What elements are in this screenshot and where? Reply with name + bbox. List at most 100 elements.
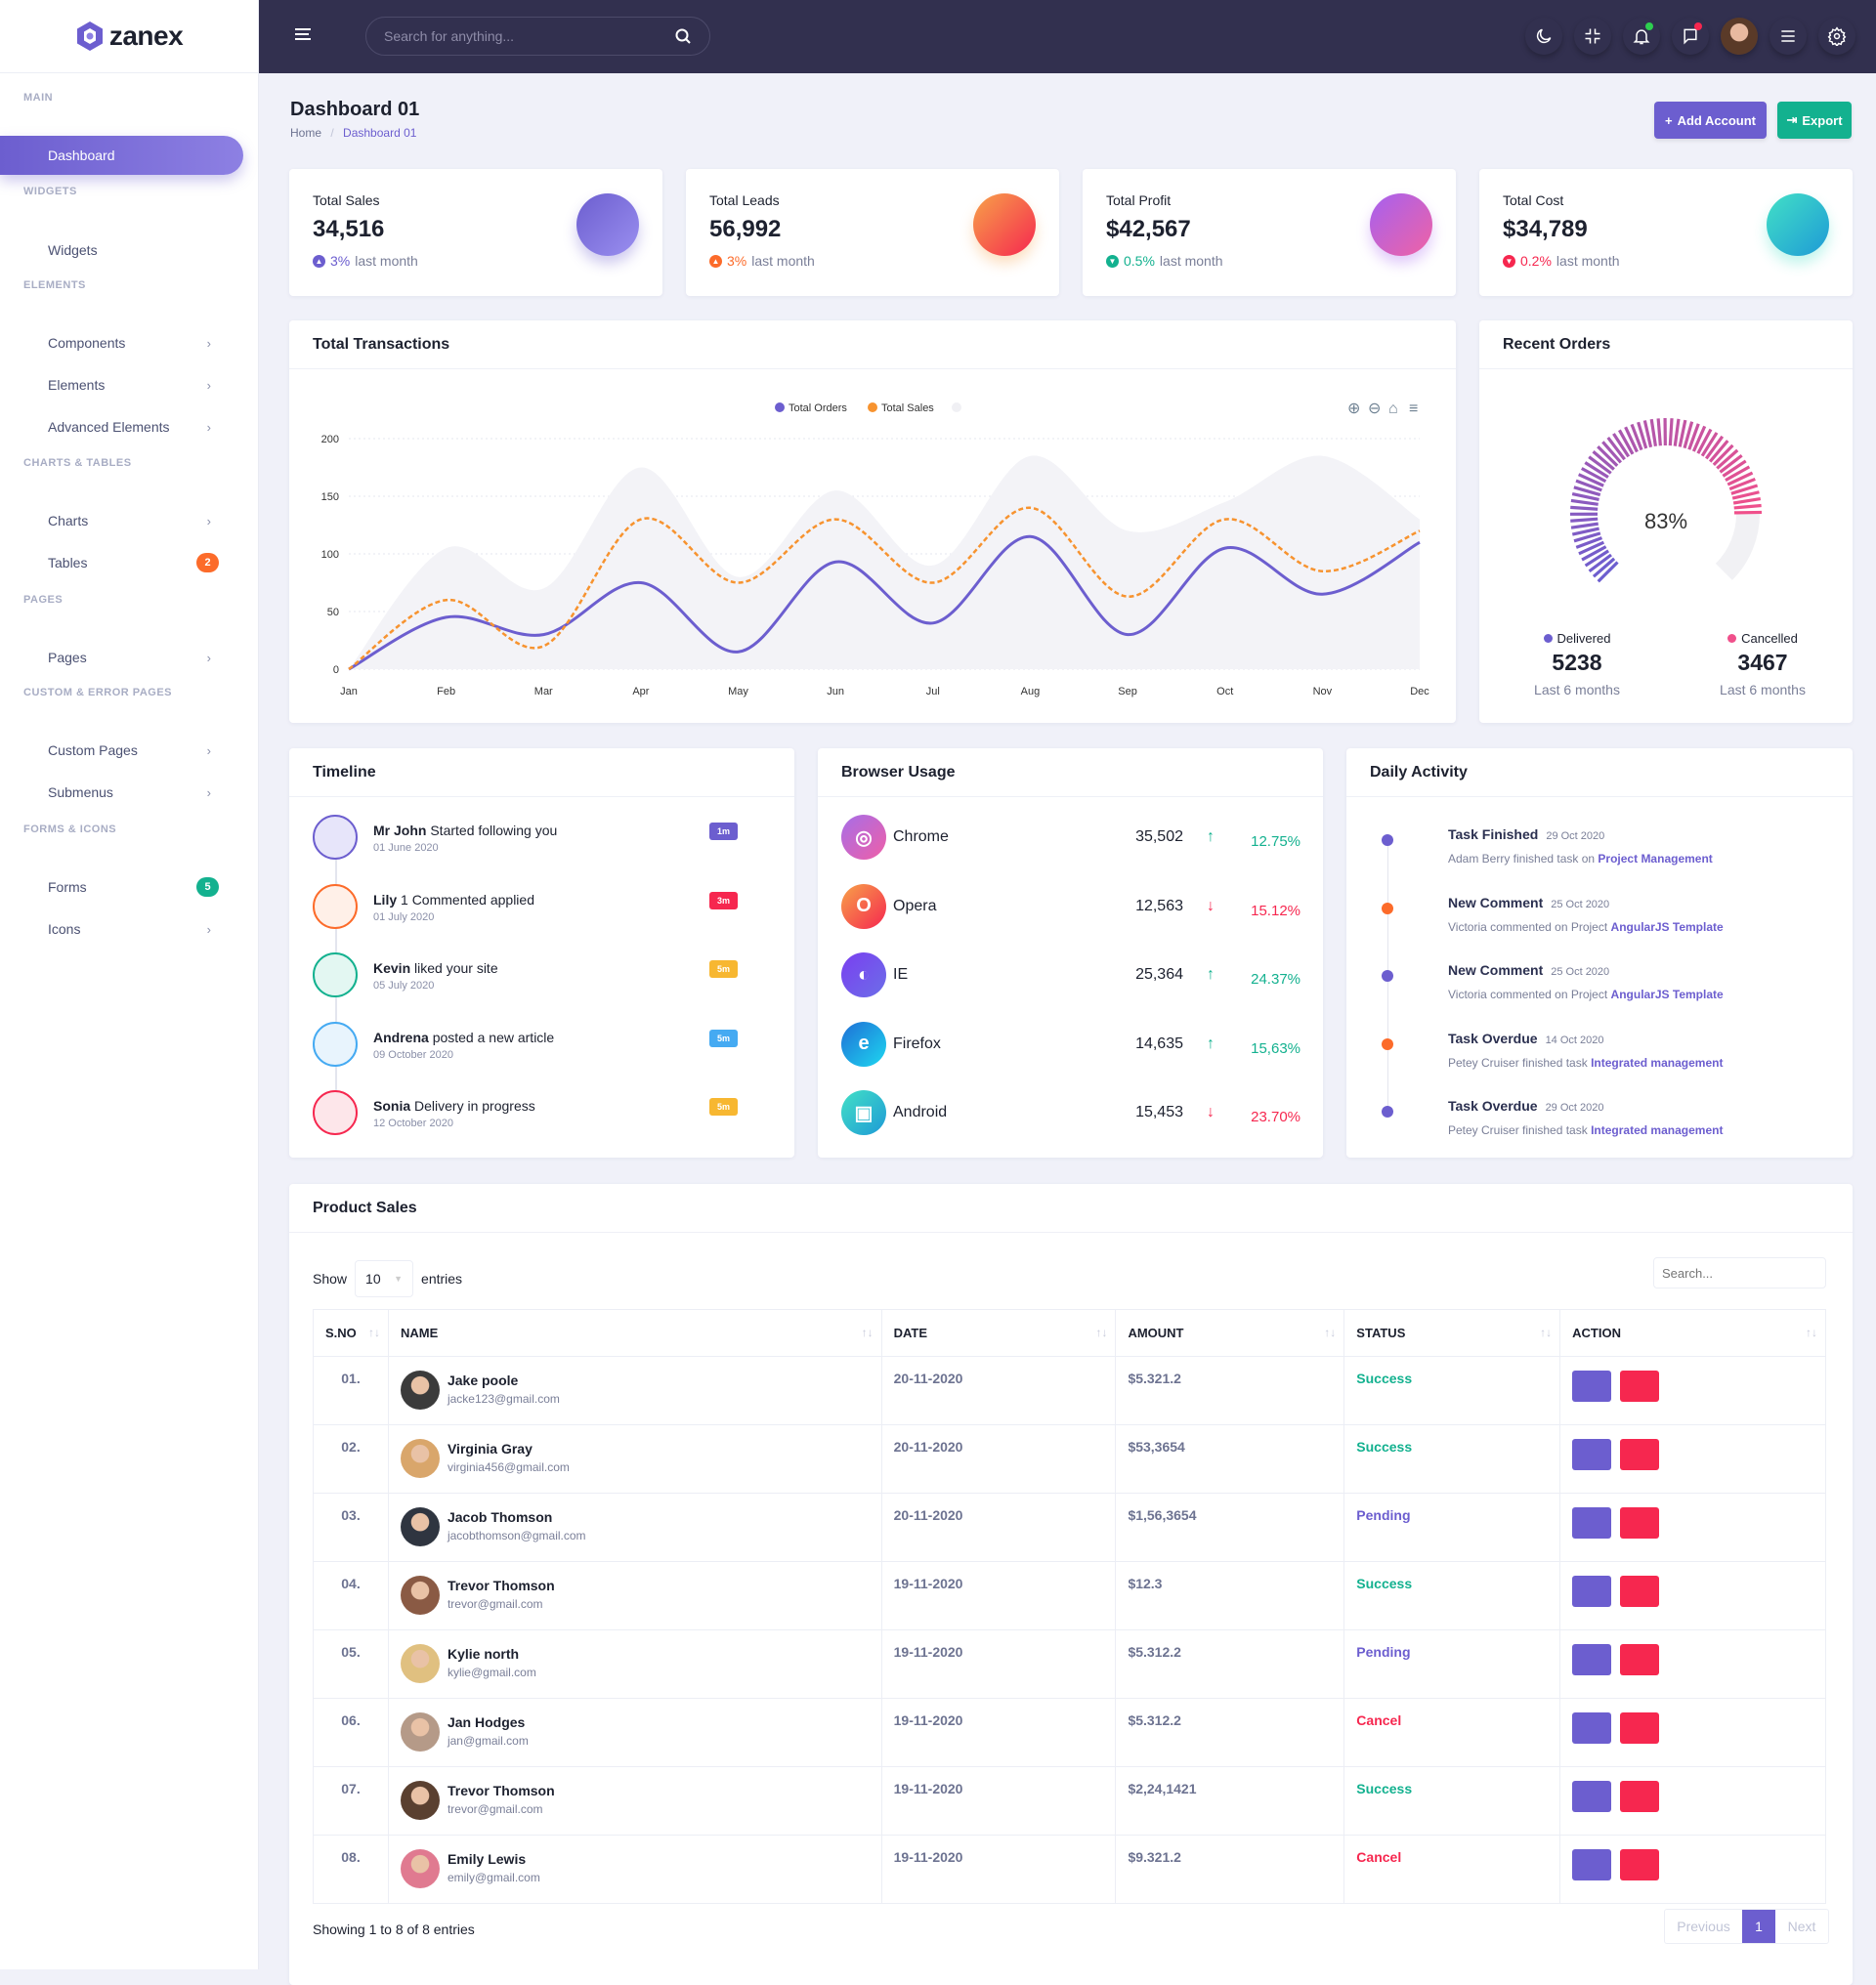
- legend-marker[interactable]: [868, 402, 877, 412]
- timeline-user[interactable]: Lily: [373, 892, 397, 908]
- sidebar-item-advanced-elements[interactable]: Advanced Elements›: [0, 407, 244, 446]
- entries-select[interactable]: 10▼: [355, 1260, 413, 1297]
- sort-icon[interactable]: ↑↓: [1806, 1326, 1817, 1339]
- sort-icon[interactable]: ↑↓: [368, 1326, 380, 1339]
- notifications-button[interactable]: [1623, 18, 1660, 55]
- delete-button[interactable]: [1620, 1849, 1659, 1880]
- pagination-previous[interactable]: Previous: [1665, 1910, 1742, 1943]
- column-header-action[interactable]: ACTION↑↓: [1560, 1310, 1826, 1357]
- legend-marker[interactable]: [952, 402, 961, 412]
- messages-button[interactable]: [1672, 18, 1709, 55]
- legend-label[interactable]: Total Orders: [789, 402, 847, 414]
- customer-email: trevor@gmail.com: [401, 1802, 870, 1816]
- timeline-user[interactable]: Mr John: [373, 823, 426, 838]
- sort-icon[interactable]: ↑↓: [862, 1326, 874, 1339]
- timeline-action: 1 Commented applied: [401, 892, 534, 908]
- delete-button[interactable]: [1620, 1781, 1659, 1812]
- edit-button[interactable]: [1572, 1507, 1611, 1539]
- home-icon: [23, 148, 39, 163]
- cell-status: Cancel: [1344, 1836, 1560, 1904]
- right-sidebar-button[interactable]: [1769, 18, 1807, 55]
- pagination-page-1[interactable]: 1: [1742, 1910, 1775, 1943]
- edit-button[interactable]: [1572, 1576, 1611, 1607]
- cell-status: Success: [1344, 1562, 1560, 1630]
- timeline-user[interactable]: Andrena: [373, 1030, 429, 1045]
- column-header-status[interactable]: STATUS↑↓: [1344, 1310, 1560, 1357]
- column-header-name[interactable]: NAME↑↓: [388, 1310, 881, 1357]
- edit-button[interactable]: [1572, 1644, 1611, 1675]
- add-account-button[interactable]: +Add Account: [1654, 102, 1767, 139]
- user-avatar[interactable]: [1721, 18, 1758, 55]
- sidebar-item-icons[interactable]: Icons›: [0, 909, 244, 949]
- pencil-icon: [1585, 1790, 1599, 1803]
- delete-button[interactable]: [1620, 1644, 1659, 1675]
- sort-icon[interactable]: ↑↓: [1540, 1326, 1552, 1339]
- pagination-next[interactable]: Next: [1775, 1910, 1828, 1943]
- sidebar-item-label: Components: [48, 335, 125, 351]
- cell-action: [1560, 1767, 1826, 1836]
- dark-mode-toggle[interactable]: [1525, 18, 1562, 55]
- delete-button[interactable]: [1620, 1439, 1659, 1470]
- cell-action: [1560, 1562, 1826, 1630]
- product-sales-table: S.NO↑↓NAME↑↓DATE↑↓AMOUNT↑↓STATUS↑↓ACTION…: [313, 1309, 1826, 1904]
- settings-button[interactable]: [1818, 18, 1855, 55]
- entries-control: Show 10▼ entries: [313, 1260, 462, 1297]
- edit-button[interactable]: [1572, 1712, 1611, 1744]
- edit-button[interactable]: [1572, 1781, 1611, 1812]
- sidebar-item-custom-pages[interactable]: Custom Pages›: [0, 731, 244, 770]
- edit-button[interactable]: [1572, 1371, 1611, 1402]
- home-icon[interactable]: ⌂: [1388, 401, 1398, 417]
- legend-label[interactable]: Total Sales: [881, 402, 934, 414]
- delete-button[interactable]: [1620, 1712, 1659, 1744]
- delete-button[interactable]: [1620, 1576, 1659, 1607]
- timeline-user[interactable]: Kevin: [373, 960, 410, 976]
- arrow-up-icon: ↑: [1207, 966, 1215, 984]
- global-search-input[interactable]: Search for anything...: [365, 17, 710, 56]
- sidebar-item-submenus[interactable]: Submenus›: [0, 773, 244, 812]
- sidebar-section-title: ELEMENTS: [23, 279, 86, 291]
- column-header-sno[interactable]: S.NO↑↓: [314, 1310, 389, 1357]
- zoom-out-icon[interactable]: ⊖: [1368, 401, 1381, 417]
- sort-icon[interactable]: ↑↓: [1324, 1326, 1336, 1339]
- logo[interactable]: zanex: [0, 0, 259, 73]
- search-icon[interactable]: [674, 27, 692, 45]
- activity-link[interactable]: AngularJS Template: [1611, 920, 1724, 934]
- zoom-in-icon[interactable]: ⊕: [1347, 401, 1360, 417]
- sidebar-item-widgets[interactable]: Widgets: [0, 231, 244, 270]
- table-search-input[interactable]: [1653, 1257, 1826, 1288]
- customer-email: jacobthomson@gmail.com: [401, 1529, 870, 1542]
- timeline-date: 01 July 2020: [373, 911, 434, 923]
- activity-link[interactable]: Project Management: [1598, 852, 1712, 866]
- comment-icon: [325, 897, 345, 916]
- edit-button[interactable]: [1572, 1439, 1611, 1470]
- activity-link[interactable]: Integrated management: [1591, 1056, 1723, 1070]
- fullscreen-toggle[interactable]: [1574, 18, 1611, 55]
- cell-sno: 08.: [314, 1836, 389, 1904]
- sidebar-item-elements[interactable]: Elements›: [0, 365, 244, 404]
- sidebar-toggle-button[interactable]: [292, 23, 318, 49]
- timeline-user[interactable]: Sonia: [373, 1098, 410, 1114]
- column-header-date[interactable]: DATE↑↓: [881, 1310, 1116, 1357]
- sort-icon[interactable]: ↑↓: [1095, 1326, 1107, 1339]
- sidebar-item-dashboard[interactable]: Dashboard: [0, 136, 243, 175]
- sidebar-item-pages[interactable]: Pages›: [0, 638, 244, 677]
- activity-link[interactable]: AngularJS Template: [1611, 988, 1724, 1001]
- export-button[interactable]: ⇥Export: [1777, 102, 1852, 139]
- legend-marker[interactable]: [775, 402, 785, 412]
- timeline-text: Mr John Started following you: [373, 823, 557, 838]
- activity-link[interactable]: Integrated management: [1591, 1123, 1723, 1137]
- delete-button[interactable]: [1620, 1371, 1659, 1402]
- sidebar-item-components[interactable]: Components›: [0, 323, 244, 362]
- delivered-value: 5238: [1518, 650, 1636, 676]
- menu-icon[interactable]: ≡: [1409, 401, 1418, 417]
- edit-button[interactable]: [1572, 1849, 1611, 1880]
- delete-button[interactable]: [1620, 1507, 1659, 1539]
- sidebar-item-charts[interactable]: Charts›: [0, 501, 244, 540]
- breadcrumb-home[interactable]: Home: [290, 126, 321, 140]
- column-header-amount[interactable]: AMOUNT↑↓: [1116, 1310, 1344, 1357]
